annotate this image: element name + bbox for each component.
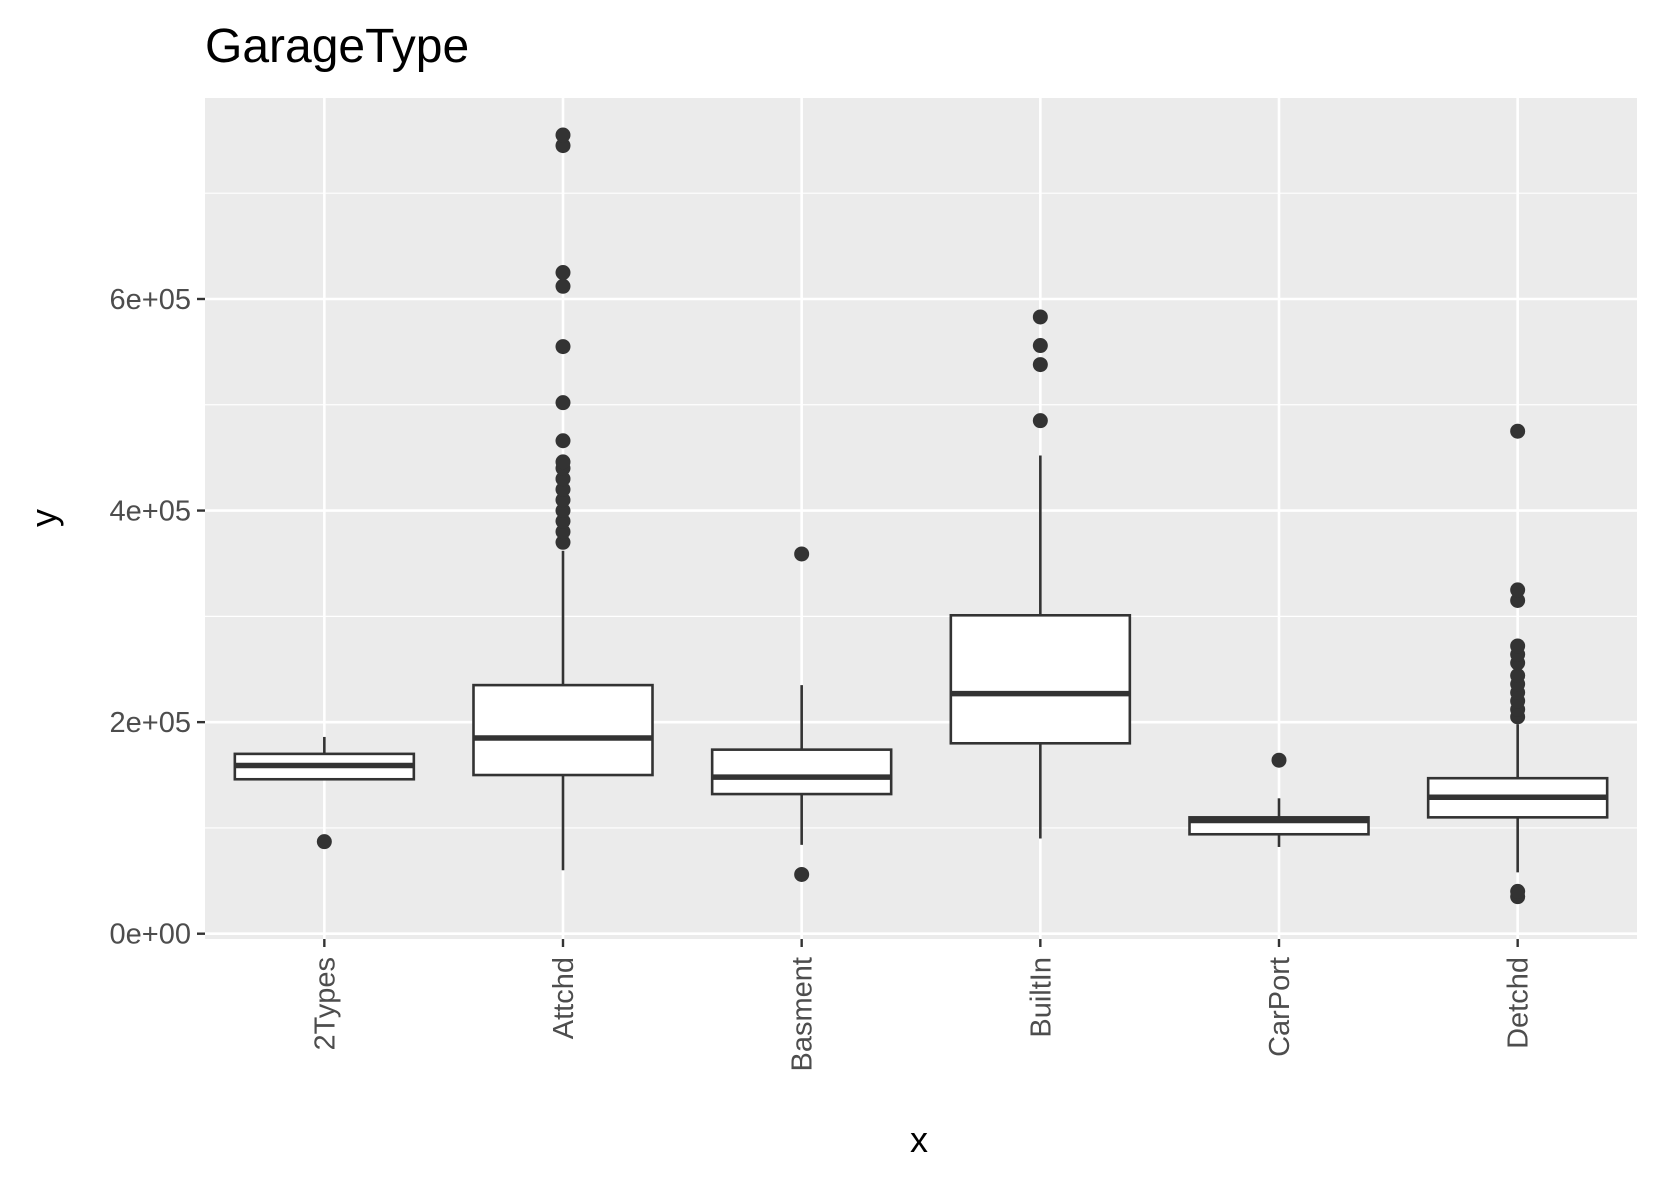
- outlier-point: [1510, 638, 1526, 654]
- outlier-point: [555, 127, 571, 143]
- outlier-point: [1271, 752, 1287, 768]
- chart-title: GarageType: [205, 20, 469, 73]
- outlier-point: [1032, 357, 1048, 373]
- y-tick-label: 6e+05: [110, 284, 191, 316]
- outlier-point: [1510, 883, 1526, 899]
- outlier-point: [794, 866, 810, 882]
- x-tick-label: Basment: [787, 957, 819, 1071]
- x-tick-label: Attchd: [548, 957, 580, 1039]
- outlier-point: [1510, 592, 1526, 608]
- box-basment: [710, 546, 893, 882]
- box-detchd: [1426, 423, 1609, 905]
- outlier-point: [555, 471, 571, 487]
- y-tick-label: 2e+05: [110, 707, 191, 739]
- box-carport: [1188, 752, 1370, 847]
- box-attchd: [472, 127, 654, 871]
- outlier-point: [555, 339, 571, 355]
- outlier-point: [1510, 423, 1526, 439]
- x-tick-label: Detchd: [1503, 957, 1535, 1049]
- y-tick-label: 4e+05: [110, 496, 191, 528]
- outlier-point: [1032, 413, 1048, 429]
- outlier-point: [316, 834, 332, 850]
- x-tick-label: BuiltIn: [1025, 957, 1057, 1038]
- x-tick-label: 2Types: [309, 957, 341, 1051]
- outlier-point: [1032, 338, 1048, 354]
- box-builtin: [949, 309, 1132, 839]
- box-iqr: [710, 748, 893, 796]
- boxes: [233, 127, 1609, 905]
- y-tick-label: 0e+00: [110, 919, 191, 951]
- outlier-point: [1510, 582, 1526, 598]
- box-2types: [233, 736, 416, 850]
- outlier-point: [555, 503, 571, 519]
- outlier-point: [555, 524, 571, 540]
- outlier-point: [555, 395, 571, 411]
- outlier-point: [1032, 309, 1048, 325]
- x-axis-title: x: [910, 1119, 928, 1160]
- outlier-point: [1510, 668, 1526, 684]
- outlier-point: [555, 454, 571, 470]
- axes: 0e+00 2e+05 4e+05 6e+05 2Types Attchd Basment B…: [110, 284, 1535, 1071]
- outlier-point: [555, 513, 571, 529]
- x-tick-label: CarPort: [1264, 957, 1296, 1057]
- box-iqr: [949, 613, 1132, 745]
- outlier-point: [555, 265, 571, 281]
- plot-panel: [205, 98, 1637, 939]
- outlier-point: [555, 492, 571, 508]
- outlier-point: [555, 534, 571, 550]
- outlier-point: [555, 433, 571, 449]
- box-iqr: [472, 683, 654, 777]
- outlier-point: [794, 546, 810, 562]
- outlier-point: [555, 481, 571, 497]
- y-axis-title: y: [23, 509, 64, 527]
- outlier-point: [555, 278, 571, 294]
- outlier-point: [555, 138, 571, 154]
